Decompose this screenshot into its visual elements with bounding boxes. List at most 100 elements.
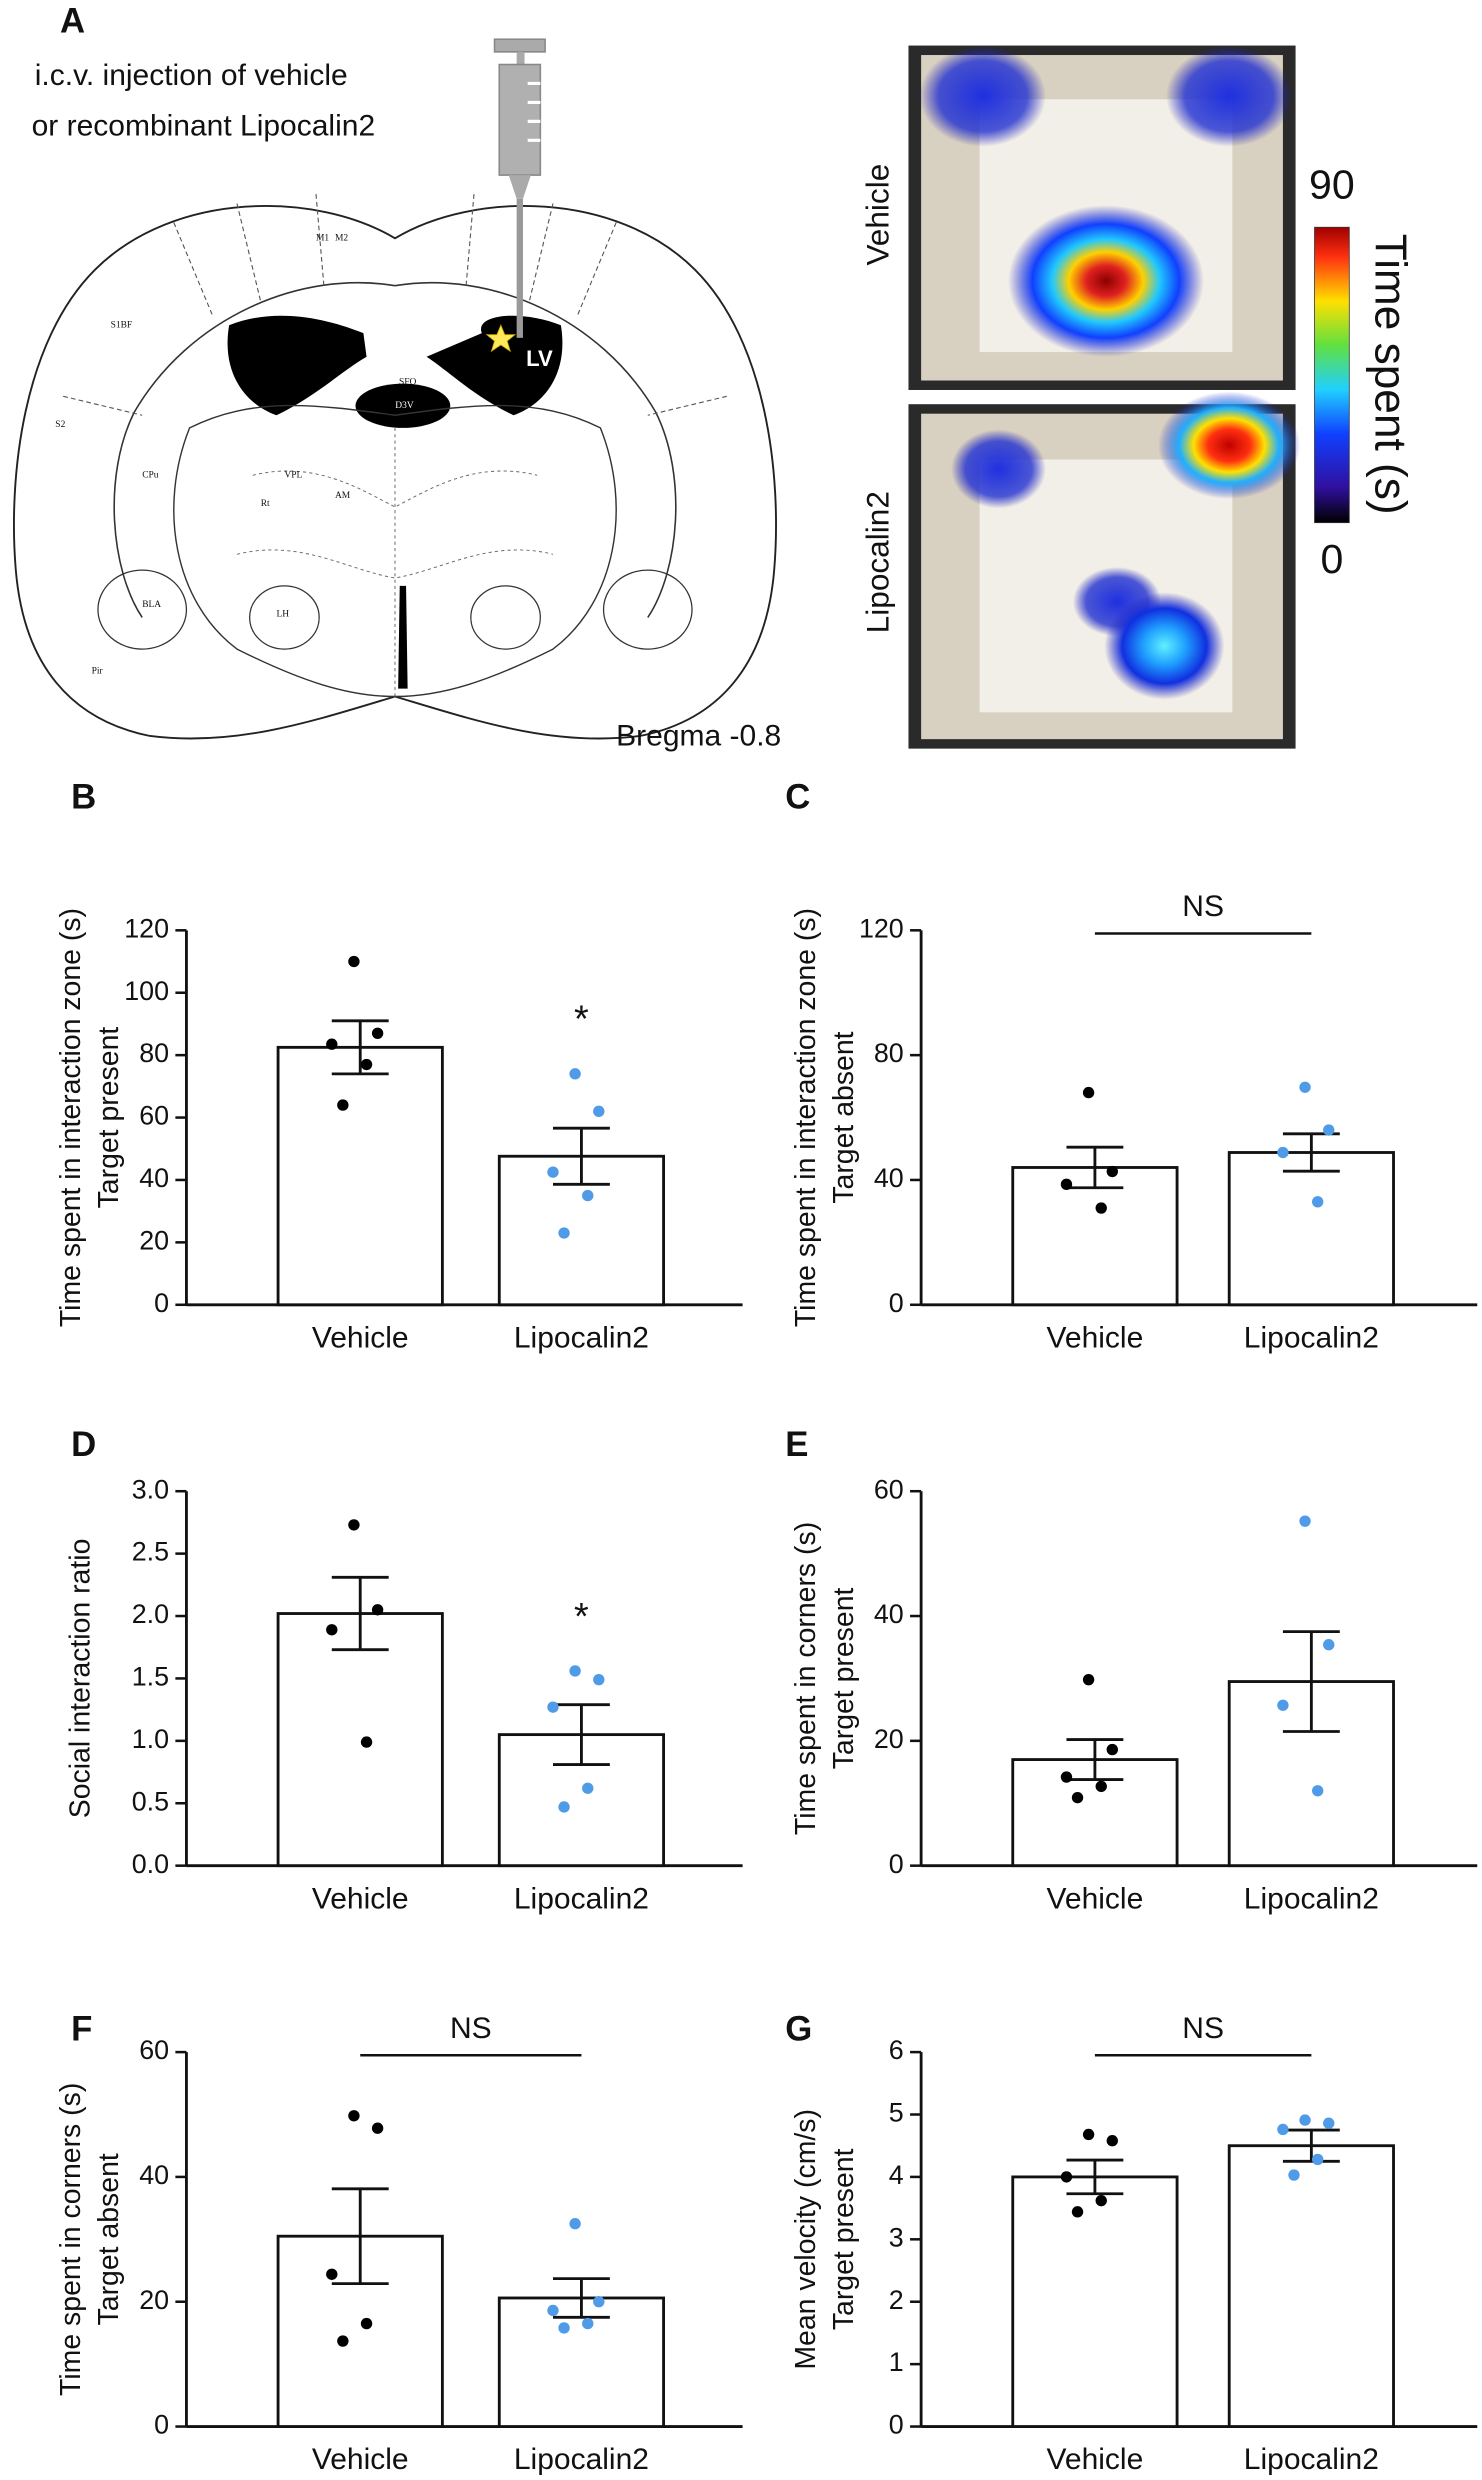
annotation: NS — [450, 2012, 492, 2045]
y-tick-label: 40 — [874, 1599, 904, 1629]
x-tick-label: Lipocalin2 — [514, 1321, 649, 1354]
y-axis-label: Social interaction ratio — [65, 1539, 97, 1819]
y-tick-label: 4 — [889, 2160, 904, 2190]
atlas-label: SFO — [399, 377, 417, 387]
data-point — [1311, 1196, 1324, 1208]
y-tick-label: 20 — [139, 2285, 169, 2315]
y-axis-label: Time spent in interaction zone (s) — [790, 908, 822, 1327]
error-bar — [331, 1019, 389, 1076]
y-tick-label: 60 — [139, 1101, 169, 1131]
heat-blob — [1166, 45, 1293, 147]
panel-label: A — [60, 3, 85, 41]
data-point — [348, 1519, 360, 1531]
y-tick-label: 40 — [139, 1163, 169, 1193]
bar-chart: E Time spent in corners (s) Target present… — [785, 1426, 1478, 1915]
nucleus — [470, 585, 541, 650]
atlas-label: Pir — [92, 666, 104, 676]
data-point — [1277, 1699, 1289, 1711]
panel-label: F — [71, 2011, 92, 2049]
data-point — [326, 1624, 338, 1636]
annotation: NS — [1182, 2012, 1224, 2045]
heat-blob — [1158, 391, 1301, 499]
amygdala — [97, 569, 188, 650]
y-tick-label: 0 — [889, 2410, 904, 2440]
data-point — [1095, 2194, 1107, 2207]
y-tick-label: 6 — [889, 2035, 904, 2065]
colorbar-label: Time spent (s) — [1366, 234, 1415, 515]
heat-blob — [951, 429, 1046, 509]
syringe — [493, 38, 546, 338]
data-point — [1082, 1086, 1095, 1099]
y-axis-label: Target absent — [828, 1031, 860, 1203]
y-axis-label: Target absent — [93, 2153, 125, 2325]
y-tick-label: 3 — [889, 2222, 904, 2252]
thalamus — [173, 404, 617, 698]
x-tick-label: Vehicle — [1047, 1882, 1144, 1915]
region-border — [63, 194, 727, 416]
data-point — [569, 1068, 581, 1080]
y-tick-label: 3.0 — [132, 1474, 169, 1504]
colorbar-tick-label: 90 — [1309, 162, 1355, 208]
data-point — [582, 1782, 594, 1794]
data-point — [1095, 1780, 1107, 1793]
heatmap-label: Vehicle — [859, 164, 895, 266]
y-tick-label: 2.0 — [132, 1599, 169, 1629]
heat-blob — [1104, 592, 1225, 700]
data-point — [1299, 1515, 1311, 1527]
data-point — [558, 1227, 570, 1239]
atlas-label: M1 — [316, 233, 329, 243]
x-tick-label: Lipocalin2 — [1244, 1321, 1379, 1354]
x-tick-label: Lipocalin2 — [1244, 2443, 1379, 2476]
y-tick-label: 2 — [889, 2285, 904, 2315]
y-tick-label: 0.0 — [132, 1849, 169, 1879]
y-tick-label: 0 — [154, 1288, 169, 1318]
atlas-label: Rt — [261, 499, 270, 509]
data-point — [547, 2304, 559, 2317]
third-ventricle — [398, 585, 408, 689]
y-tick-label: 120 — [124, 913, 169, 943]
atlas-label: S2 — [55, 420, 65, 430]
y-tick-label: 120 — [859, 913, 904, 943]
data-point — [348, 955, 360, 968]
bar-chart: D Social interaction ratio 0.0 0.5 1.0 1.5 2.0… — [65, 1426, 743, 1915]
bar-chart: F Time spent in corners (s) Target absent 0… — [55, 2011, 743, 2476]
panel-label: B — [71, 778, 96, 816]
data-point — [360, 2317, 373, 2330]
panel-label: C — [785, 778, 810, 816]
panel-label: D — [71, 1426, 96, 1464]
error-bar — [1066, 1145, 1124, 1190]
data-point — [569, 1665, 581, 1677]
atlas-label: CPu — [142, 470, 159, 480]
error-bar — [331, 1575, 389, 1652]
panel-label: E — [785, 1426, 808, 1464]
atlas-label: VPL — [284, 470, 302, 480]
heat-blob — [919, 45, 1046, 147]
data-point — [1106, 1165, 1118, 1178]
data-point — [1106, 2135, 1118, 2147]
error-bar — [1282, 1630, 1340, 1733]
bregma-label: Bregma -0.8 — [616, 719, 781, 752]
data-point — [1060, 1178, 1073, 1191]
error-bar — [552, 1126, 610, 1186]
data-point — [558, 1801, 570, 1813]
x-tick-label: Vehicle — [312, 1882, 409, 1915]
y-tick-label: 60 — [139, 2035, 169, 2065]
data-point — [547, 1166, 559, 1178]
data-point — [1082, 1673, 1095, 1686]
x-tick-label: Lipocalin2 — [514, 1882, 649, 1915]
data-point — [348, 2110, 360, 2122]
heatmap-label: Lipocalin2 — [859, 491, 895, 633]
y-axis-label: Target present — [828, 2148, 860, 2330]
y-tick-label: 2.5 — [132, 1537, 169, 1567]
y-axis-label: Target present — [828, 1587, 860, 1769]
y-tick-label: 0 — [154, 2410, 169, 2440]
data-point — [337, 1099, 349, 1111]
syringe-tip — [508, 175, 531, 199]
x-tick-label: Vehicle — [312, 1321, 409, 1354]
injection-text: or recombinant Lipocalin2 — [32, 110, 376, 143]
data-point — [1106, 1743, 1118, 1756]
x-tick-label: Lipocalin2 — [1244, 1882, 1379, 1915]
data-point — [1095, 1202, 1107, 1214]
